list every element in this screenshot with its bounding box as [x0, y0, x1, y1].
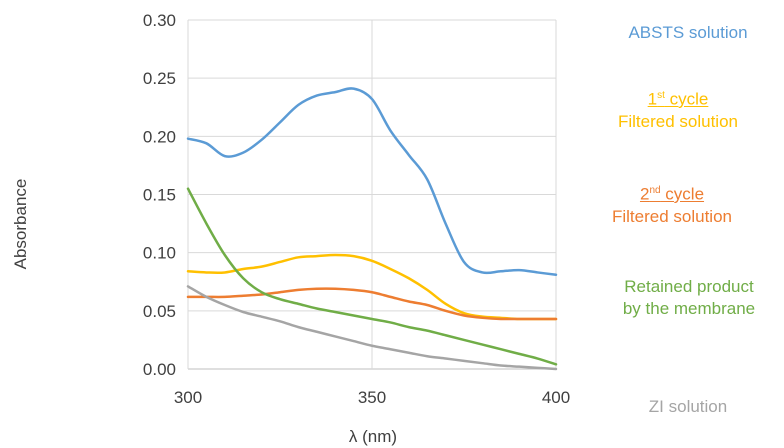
legend-cycle1-title: 1st cycle: [647, 89, 709, 109]
x-axis-title: λ (nm): [349, 427, 397, 446]
series-line-retained: [186, 187, 558, 366]
series-line-absts: [186, 87, 558, 277]
legend-retained: Retained product by the membrane: [594, 276, 784, 320]
series-lines: [186, 87, 558, 371]
y-tick-label: 0.30: [143, 11, 176, 30]
grid: [187, 19, 557, 370]
y-tick-label: 0.10: [143, 244, 176, 263]
y-tick-label: 0.00: [143, 360, 176, 379]
legend-retained-line2: by the membrane: [622, 299, 756, 318]
y-axis-title: Absorbance: [11, 179, 30, 270]
x-tick-label: 400: [542, 388, 570, 407]
x-tick-label: 350: [358, 388, 386, 407]
legend-retained-line1: Retained product: [624, 277, 754, 296]
legend-cycle2-label: Filtered solution: [611, 206, 732, 226]
y-tick-label: 0.25: [143, 69, 176, 88]
y-tick-label: 0.05: [143, 302, 176, 321]
legend-zi: ZI solution: [598, 396, 778, 418]
series-line-cycle2: [186, 287, 558, 321]
x-tick-label: 300: [174, 388, 202, 407]
y-tick-label: 0.15: [143, 186, 176, 205]
y-tick-label: 0.20: [143, 127, 176, 146]
legend-absts: ABSTS solution: [598, 22, 778, 44]
legend-cycle1-label: Filtered solution: [617, 111, 738, 131]
legend-cycle2-title: 2nd cycle: [639, 184, 705, 204]
legend-zi-label: ZI solution: [648, 397, 728, 416]
legend-cycle2: 2nd cycle Filtered solution: [582, 180, 762, 228]
series-line-zi: [186, 285, 558, 371]
tick-labels: 0.00 0.05 0.10 0.15 0.20 0.25 0.30 300 350 400: [143, 11, 570, 407]
legend-cycle1: 1st cycle Filtered solution: [588, 85, 768, 133]
legend-absts-label: ABSTS solution: [628, 23, 748, 42]
